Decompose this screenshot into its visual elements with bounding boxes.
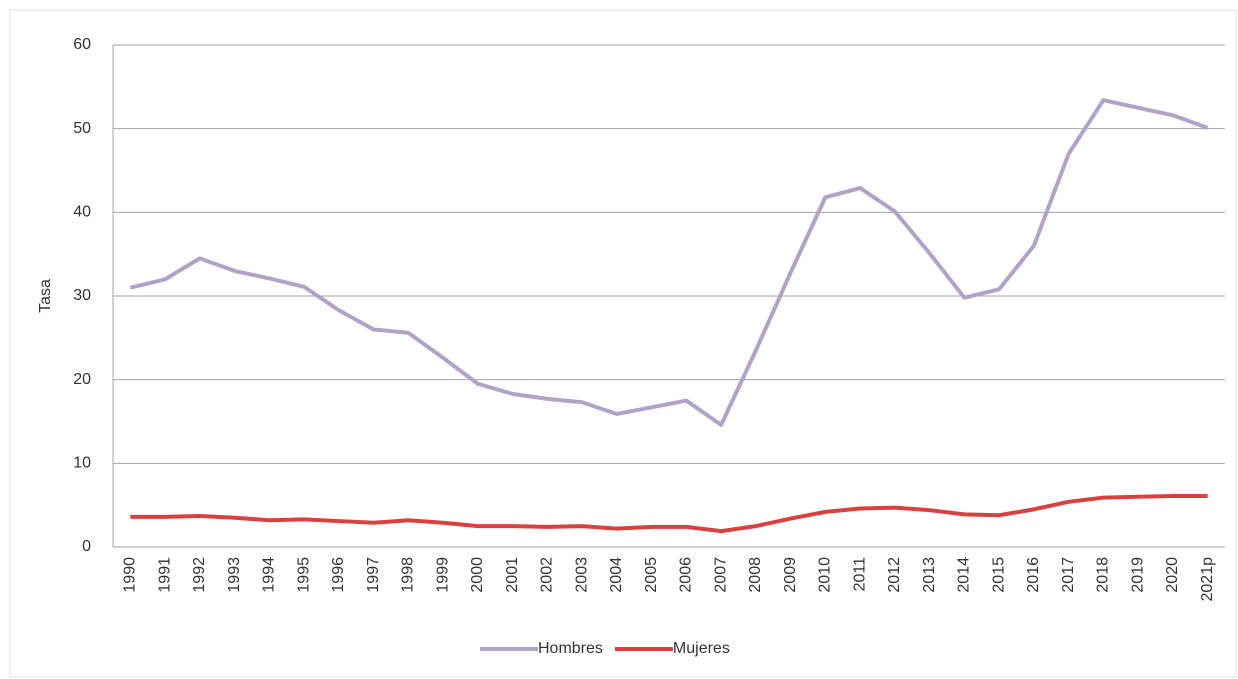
x-tick-label: 2020 — [1164, 557, 1181, 593]
x-tick-label: 2004 — [608, 557, 625, 593]
x-tick-label: 2015 — [990, 557, 1007, 593]
y-tick-label: 20 — [73, 371, 91, 388]
x-tick-label: 2002 — [539, 557, 556, 593]
x-tick-label: 2016 — [1025, 557, 1042, 593]
x-tick-label: 2010 — [817, 557, 834, 593]
x-tick-label: 2003 — [573, 557, 590, 593]
y-tick-label: 40 — [73, 204, 91, 221]
x-tick-label: 2007 — [712, 557, 729, 593]
x-tick-label: 2008 — [747, 557, 764, 593]
x-tick-label: 1998 — [400, 557, 417, 593]
legend-label: Mujeres — [673, 640, 730, 657]
y-axis-label: Tasa — [37, 279, 54, 313]
x-tick-label: 1991 — [156, 557, 173, 593]
x-tick-label: 2017 — [1060, 557, 1077, 593]
legend-label: Hombres — [538, 640, 603, 657]
x-tick-label: 2009 — [782, 557, 799, 593]
y-tick-label: 30 — [73, 287, 91, 304]
x-tick-label: 2013 — [921, 557, 938, 593]
chart-border — [9, 9, 1237, 678]
y-tick-label: 10 — [73, 455, 91, 472]
y-tick-label: 0 — [82, 538, 91, 555]
x-tick-label: 1997 — [365, 557, 382, 593]
series-line — [129, 98, 1209, 427]
x-tick-label: 1999 — [434, 557, 451, 593]
x-tick-label: 2001 — [504, 557, 521, 593]
x-tick-label: 2018 — [1095, 557, 1112, 593]
x-tick-label: 2000 — [469, 557, 486, 593]
x-tick-label: 1995 — [295, 557, 312, 593]
x-tick-label: 2011 — [851, 557, 868, 592]
x-tick-label: 1993 — [226, 557, 243, 593]
x-tick-label: 2014 — [956, 557, 973, 593]
x-tick-label: 2006 — [678, 557, 695, 593]
series-line — [130, 493, 1208, 534]
y-tick-label: 60 — [73, 36, 91, 53]
x-tick-label: 2012 — [886, 557, 903, 593]
y-tick-label: 50 — [73, 120, 91, 137]
x-tick-label: 2021p — [1199, 557, 1216, 602]
x-tick-label: 1996 — [330, 557, 347, 593]
x-tick-label: 1994 — [261, 557, 278, 593]
x-tick-label: 2005 — [643, 557, 660, 593]
x-tick-label: 1992 — [191, 557, 208, 593]
x-tick-label: 2019 — [1129, 557, 1146, 593]
x-tick-label: 1990 — [122, 557, 139, 593]
